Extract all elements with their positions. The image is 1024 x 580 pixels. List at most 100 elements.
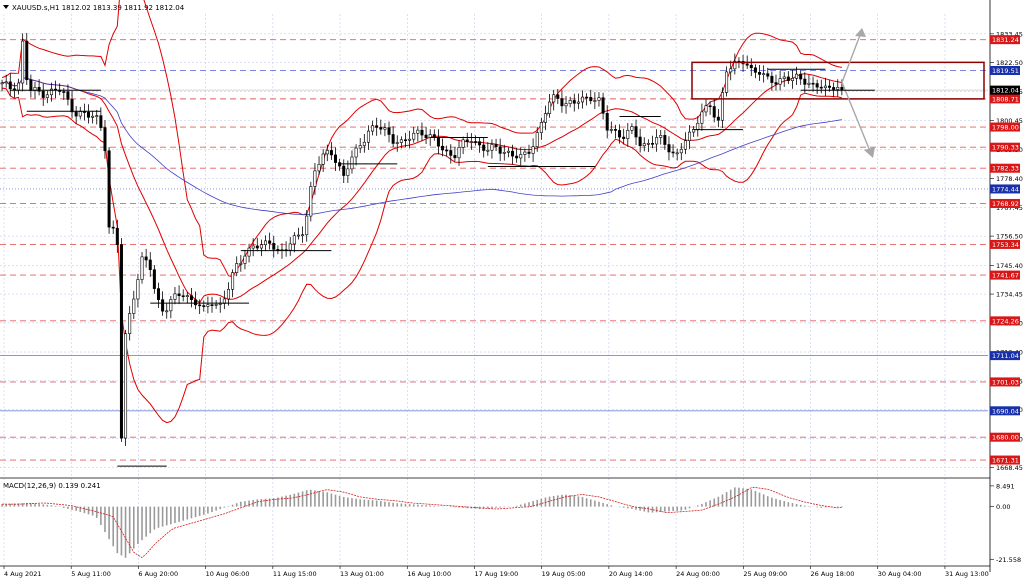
candle-body	[346, 168, 350, 176]
level-label-box	[990, 94, 1020, 104]
candle-body	[663, 135, 667, 145]
candle-body	[774, 82, 778, 85]
level-label-text: 1774.44	[992, 185, 1019, 193]
candle-body	[733, 60, 737, 70]
candle-body	[111, 226, 115, 229]
candle-body	[745, 63, 749, 66]
candle-body	[568, 100, 572, 104]
price-tick-label: 1778.40	[996, 175, 1023, 183]
price-tick-label: 1833.45	[996, 30, 1023, 38]
candle-body	[642, 143, 646, 147]
candle-body	[630, 126, 634, 131]
grid-lines	[0, 14, 988, 566]
level-label-text: 1711.04	[992, 352, 1019, 360]
level-label-text: 1680.00	[992, 434, 1019, 442]
candle-body	[272, 243, 276, 250]
candle-body	[589, 97, 593, 102]
candle-body	[778, 78, 782, 85]
candle-body	[366, 130, 370, 143]
candle-body	[124, 333, 128, 439]
annotations	[10, 28, 985, 467]
candle-body	[173, 293, 177, 300]
candle-body	[334, 154, 338, 163]
candle-body	[420, 129, 424, 136]
time-tick-label: 17 Aug 19:00	[474, 570, 518, 578]
candle-body	[103, 127, 107, 152]
level-label-text: 1831.24	[992, 36, 1019, 44]
candle-body	[251, 245, 255, 249]
candle-body	[511, 150, 515, 157]
candle-body	[457, 147, 461, 159]
time-tick-label: 30 Aug 04:00	[878, 570, 922, 578]
level-label-text: 1812.04	[992, 87, 1019, 95]
macd-tick-label: 0.00	[996, 503, 1010, 511]
candle-body	[650, 143, 654, 145]
level-label-box	[990, 351, 1020, 361]
level-label-text: 1701.03	[992, 378, 1019, 386]
level-label-text: 1753.34	[992, 241, 1019, 249]
price-tick-label: 1734.45	[996, 291, 1023, 299]
candle-body	[613, 129, 617, 131]
candle-body	[823, 85, 827, 89]
candle-body	[416, 129, 420, 134]
candle-body	[395, 142, 399, 144]
candle-body	[469, 141, 473, 143]
candle-body	[383, 127, 387, 130]
candle-body	[782, 76, 786, 79]
time-tick-label: 5 Aug 11:00	[71, 570, 111, 578]
candle-body	[17, 82, 21, 91]
candle-body	[609, 129, 613, 131]
candle-body	[144, 256, 148, 261]
candle-body	[519, 154, 523, 159]
candle-body	[375, 125, 379, 128]
candle-body	[152, 269, 156, 289]
candle-body	[539, 122, 543, 133]
candle-body	[62, 91, 66, 93]
candle-body	[543, 113, 547, 123]
candle-body	[305, 215, 309, 236]
candle-body	[412, 132, 416, 140]
level-label-box	[990, 122, 1020, 132]
candle-body	[391, 134, 395, 144]
candle-body	[264, 240, 268, 246]
level-label-text: 1819.51	[992, 67, 1019, 75]
candle-body	[99, 115, 103, 128]
candle-body	[74, 111, 78, 117]
candle-body	[786, 76, 790, 81]
candle-body	[749, 64, 753, 69]
macd-histogram	[1, 487, 843, 558]
candle-body	[107, 150, 111, 228]
candle-body	[832, 87, 836, 90]
candle-body	[527, 151, 531, 154]
candle-body	[465, 139, 469, 142]
triangle-down-icon[interactable]	[3, 5, 9, 9]
candle-body	[708, 105, 712, 108]
candle-body	[523, 151, 527, 155]
candle-body	[601, 97, 605, 114]
candle-body	[255, 245, 259, 249]
candle-body	[325, 150, 329, 155]
candle-body	[358, 145, 362, 149]
macd-tick-label: 8.491	[996, 482, 1015, 490]
candle-body	[379, 127, 383, 130]
candle-body	[548, 101, 552, 114]
level-label-text: 1768.92	[992, 200, 1019, 208]
candle-body	[202, 305, 206, 307]
candle-body	[560, 98, 564, 107]
level-label-text: 1798.00	[992, 124, 1019, 132]
macd-axis: 8.491 0.00 -21.558	[990, 482, 1021, 564]
candle-body	[424, 134, 428, 139]
candle-body	[91, 115, 95, 118]
candle-body	[795, 73, 799, 79]
candle-body	[181, 295, 185, 298]
level-label-box	[990, 35, 1020, 45]
candle-body	[449, 150, 453, 156]
arrow-down-head	[864, 147, 875, 158]
candle-body	[655, 137, 659, 145]
candle-body	[482, 144, 486, 151]
candle-body	[128, 313, 132, 334]
candle-body	[371, 125, 375, 132]
candle-body	[37, 87, 41, 92]
candle-body	[301, 234, 305, 237]
